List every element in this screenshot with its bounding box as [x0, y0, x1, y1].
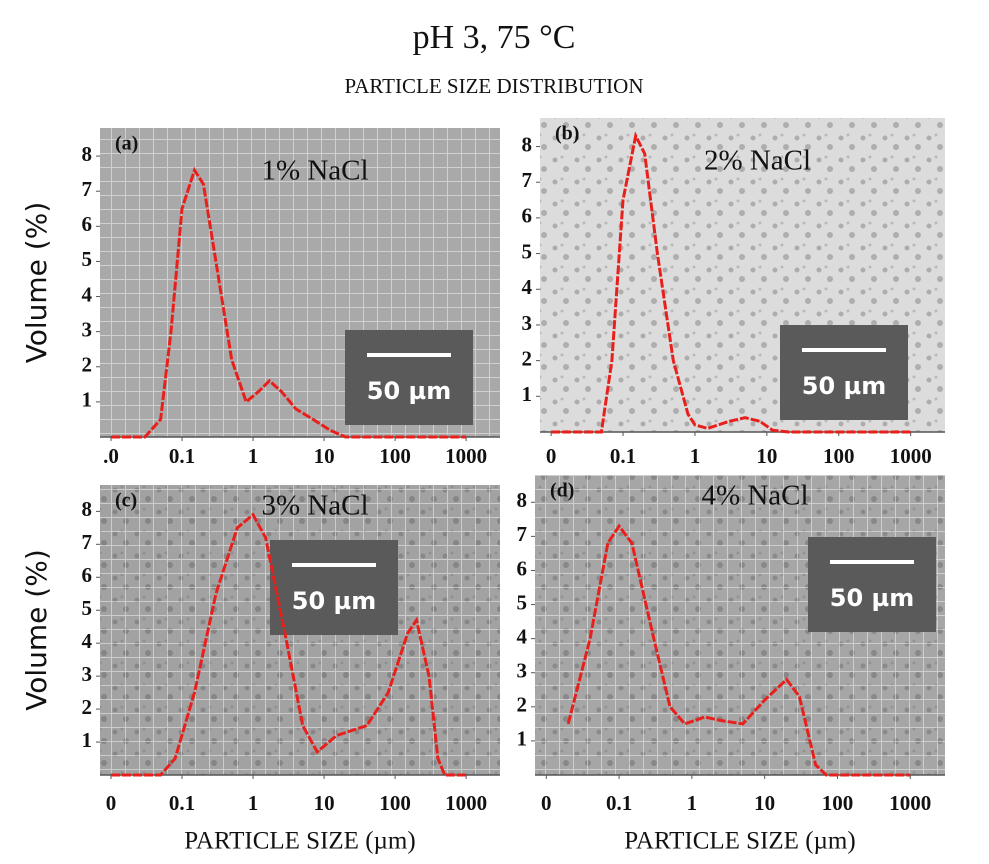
x-tick-label: 0: [541, 791, 552, 815]
x-axis-label: PARTICLE SIZE (µm): [184, 828, 415, 855]
x-tick-label: 10: [314, 791, 335, 815]
x-tick-label: 1000: [889, 791, 931, 815]
x-tick-label: 100: [379, 444, 411, 468]
x-tick-label: 10: [754, 791, 775, 815]
y-tick-label: 5: [522, 239, 533, 263]
x-axis-label: PARTICLE SIZE (µm): [624, 828, 855, 855]
figure-title: pH 3, 75 °C: [413, 19, 576, 56]
x-tick-label: 1000: [890, 444, 932, 468]
y-tick-label: 8: [82, 497, 93, 521]
x-tick-label: 10: [314, 444, 335, 468]
y-tick-label: 2: [82, 695, 93, 719]
y-tick-label: 8: [82, 142, 93, 166]
x-tick-label: .0: [103, 444, 119, 468]
scale-bar-label: 50 µm: [367, 377, 451, 405]
x-tick-label: 100: [823, 444, 855, 468]
y-tick-label: 2: [522, 346, 533, 370]
y-tick-label: 2: [82, 353, 93, 377]
x-tick-label: 1000: [445, 791, 487, 815]
y-tick-label: 1: [522, 382, 533, 406]
y-tick-label: 8: [522, 132, 533, 156]
y-tick-label: 1: [82, 388, 93, 412]
y-tick-label: 1: [517, 727, 528, 751]
x-tick-label: 0.1: [606, 791, 632, 815]
x-tick-label: 0: [546, 444, 557, 468]
y-tick-label: 4: [82, 629, 93, 653]
annotation: 1% NaCl: [261, 155, 368, 187]
y-tick-label: 6: [522, 204, 533, 228]
figure-subtitle: PARTICLE SIZE DISTRIBUTION: [345, 74, 644, 98]
x-tick-label: 10: [756, 444, 777, 468]
y-axis-label: Volume (%): [20, 202, 53, 364]
data-line: [551, 131, 911, 434]
y-tick-label: 1: [82, 728, 93, 752]
panel-label: (a): [115, 133, 138, 155]
y-tick-label: 7: [517, 522, 528, 546]
y-tick-label: 3: [522, 311, 533, 335]
y-tick-label: 5: [517, 590, 528, 614]
x-tick-label: 1: [690, 444, 701, 468]
x-tick-label: 100: [379, 791, 411, 815]
y-axis-label: Volume (%): [20, 549, 53, 711]
y-tick-label: 7: [82, 177, 93, 201]
annotation: 4% NaCl: [701, 480, 808, 512]
y-tick-label: 3: [82, 662, 93, 686]
y-tick-label: 3: [82, 317, 93, 341]
y-tick-label: 5: [82, 596, 93, 620]
y-tick-label: 7: [522, 168, 533, 192]
panel-label: (b): [555, 123, 579, 145]
x-tick-label: 1: [248, 444, 259, 468]
annotation: 2% NaCl: [704, 145, 811, 177]
y-tick-label: 6: [82, 212, 93, 236]
panel-label: (c): [115, 490, 137, 512]
y-tick-label: 3: [517, 659, 528, 683]
data-line: [111, 166, 467, 439]
x-tick-label: 1: [248, 791, 259, 815]
y-tick-label: 5: [82, 247, 93, 271]
scale-bar-box: [780, 325, 908, 420]
y-tick-label: 7: [82, 530, 93, 554]
data-line: [566, 523, 911, 777]
y-tick-label: 6: [517, 556, 528, 580]
scale-bar-box: [270, 540, 398, 635]
y-tick-label: 2: [517, 693, 528, 717]
panel-label: (d): [550, 480, 574, 502]
scale-bar-label: 50 µm: [802, 372, 886, 400]
annotation: 3% NaCl: [261, 490, 368, 522]
data-line: [111, 512, 467, 777]
x-tick-label: 1000: [445, 444, 487, 468]
scale-bar-box: [345, 330, 473, 425]
y-tick-label: 4: [82, 282, 93, 306]
scale-bar-label: 50 µm: [292, 587, 376, 615]
y-tick-label: 4: [517, 624, 528, 648]
scale-bar-label: 50 µm: [830, 584, 914, 612]
x-tick-label: 0.1: [610, 444, 636, 468]
x-tick-label: 0.1: [169, 791, 195, 815]
scale-bar-box: [808, 537, 936, 632]
y-tick-label: 8: [517, 488, 528, 512]
y-tick-label: 6: [82, 563, 93, 587]
x-tick-label: 0.1: [169, 444, 195, 468]
x-tick-label: 1: [687, 791, 698, 815]
y-tick-label: 4: [522, 275, 533, 299]
x-tick-label: 0: [106, 791, 117, 815]
x-tick-label: 100: [822, 791, 854, 815]
